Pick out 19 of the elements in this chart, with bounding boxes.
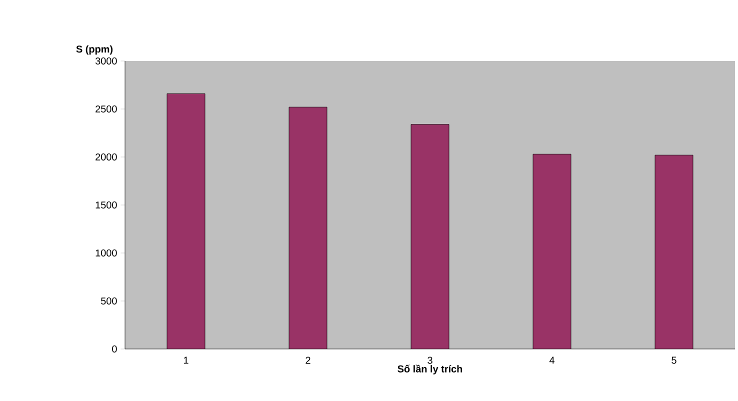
bar [167, 94, 205, 349]
y-tick-label: 1500 [96, 201, 117, 209]
y-tick-label: 0 [112, 345, 117, 353]
x-tick-label: 1 [184, 356, 188, 364]
bar [411, 124, 450, 349]
x-tick-label: 2 [306, 356, 310, 364]
bar [289, 107, 327, 349]
x-tick-label: 4 [549, 356, 554, 364]
y-tick-label: 2500 [96, 105, 117, 113]
x-tick-label: 3 [428, 356, 432, 364]
y-tick-label: 500 [101, 297, 117, 305]
bar [533, 154, 572, 349]
y-tick-label: 1000 [96, 249, 117, 257]
x-axis-title: Số lần ly trích [398, 364, 462, 374]
y-axis-title: S (ppm) [76, 45, 113, 55]
y-tick-label: 2000 [96, 153, 117, 161]
y-tick-label: 3000 [95, 57, 117, 65]
x-tick-label: 5 [672, 356, 676, 364]
bar [654, 154, 694, 349]
